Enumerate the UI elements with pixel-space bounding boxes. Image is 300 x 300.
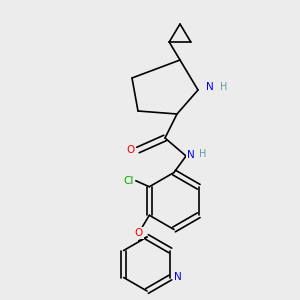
Text: O: O	[126, 145, 135, 155]
Text: N: N	[174, 272, 182, 283]
Text: N: N	[206, 82, 214, 92]
Text: H: H	[199, 148, 206, 159]
Text: Cl: Cl	[123, 176, 134, 186]
Text: H: H	[220, 82, 227, 92]
Text: N: N	[187, 149, 194, 160]
Text: O: O	[135, 228, 143, 238]
